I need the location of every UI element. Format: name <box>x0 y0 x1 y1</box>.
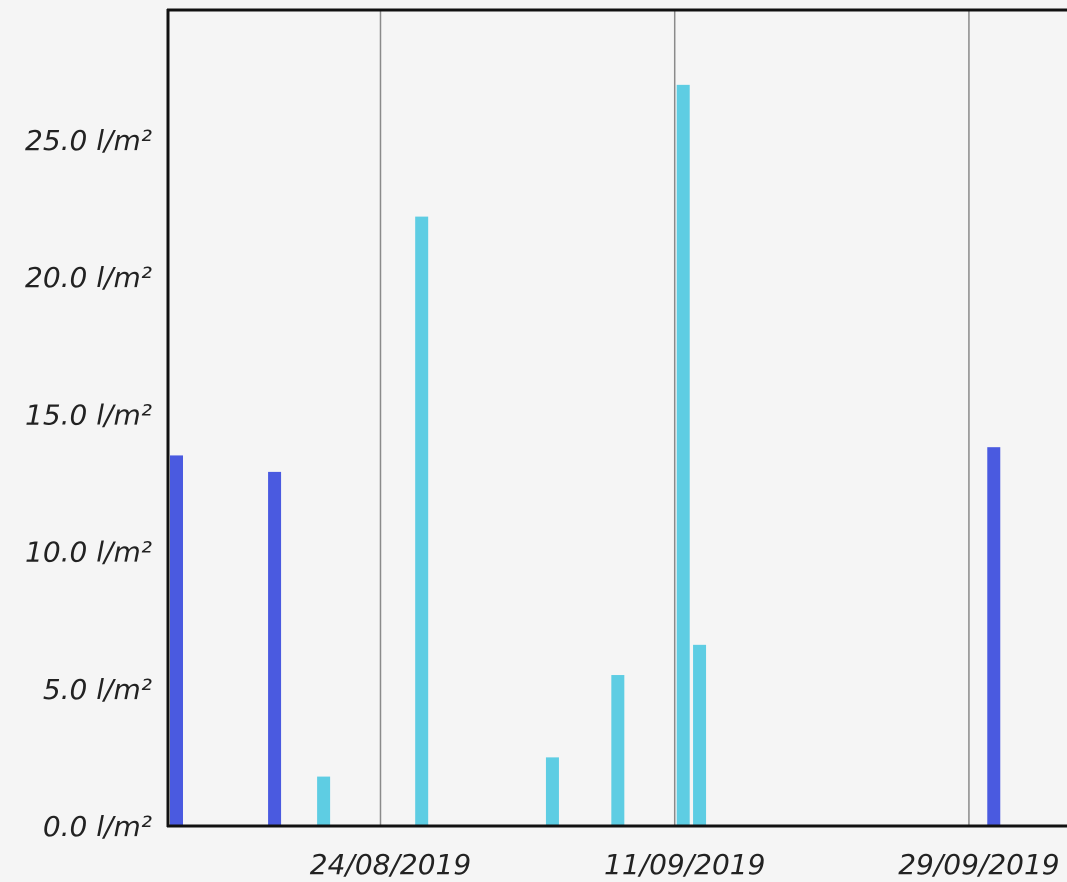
bar <box>987 447 1001 826</box>
y-tick-label: 5.0 l/m² <box>43 673 152 706</box>
bar <box>611 675 625 826</box>
x-tick-labels: 24/08/2019 11/09/2019 29/09/2019 <box>310 848 1060 881</box>
y-tick-label: 25.0 l/m² <box>25 124 152 157</box>
y-tick-label: 0.0 l/m² <box>43 810 152 843</box>
y-tick-label: 10.0 l/m² <box>25 536 152 569</box>
x-tick-label: 11/09/2019 <box>604 848 765 881</box>
bar <box>545 757 559 826</box>
y-tick-labels: 0.0 l/m² 5.0 l/m² 10.0 l/m² 15.0 l/m² 20.0 l… <box>25 124 152 843</box>
bar <box>317 776 331 826</box>
bar <box>693 644 707 826</box>
y-tick-label: 15.0 l/m² <box>25 398 152 431</box>
vertical-grid <box>379 10 970 826</box>
bar <box>170 455 183 826</box>
bar <box>268 471 282 826</box>
bar <box>415 216 429 827</box>
bar-layer <box>170 84 1001 827</box>
y-tick-label: 20.0 l/m² <box>25 261 152 294</box>
x-tick-label: 24/08/2019 <box>310 848 471 881</box>
x-tick-label: 29/09/2019 <box>898 848 1059 881</box>
bar <box>676 84 690 827</box>
